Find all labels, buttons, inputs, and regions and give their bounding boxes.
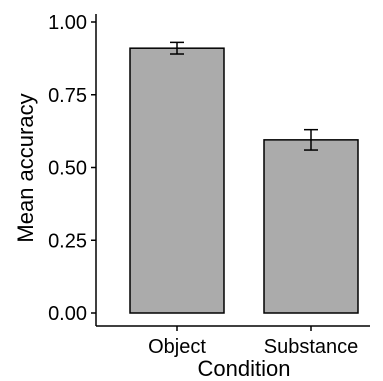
error-bar-substance (304, 128, 318, 151)
y-tick-label: 0.25 (48, 230, 87, 252)
y-tick-label: 1.00 (48, 12, 87, 34)
y-tick-label: 0.75 (48, 85, 87, 107)
x-ticks: Object Substance (148, 326, 358, 358)
y-ticks: 0.00 0.25 0.50 0.75 1.00 (48, 12, 96, 325)
x-axis-title: Condition (198, 356, 291, 381)
axes (95, 14, 370, 327)
bar-substance (263, 139, 359, 314)
bars (129, 47, 359, 314)
error-bars (170, 41, 318, 151)
y-tick-label: 0.00 (48, 303, 87, 325)
x-tick-label: Object (148, 336, 206, 358)
bar-object (129, 47, 225, 314)
x-tick-label: Substance (264, 336, 359, 358)
error-bar-object (170, 41, 184, 55)
y-axis-title: Mean accuracy (13, 93, 38, 242)
y-tick-label: 0.50 (48, 158, 87, 180)
